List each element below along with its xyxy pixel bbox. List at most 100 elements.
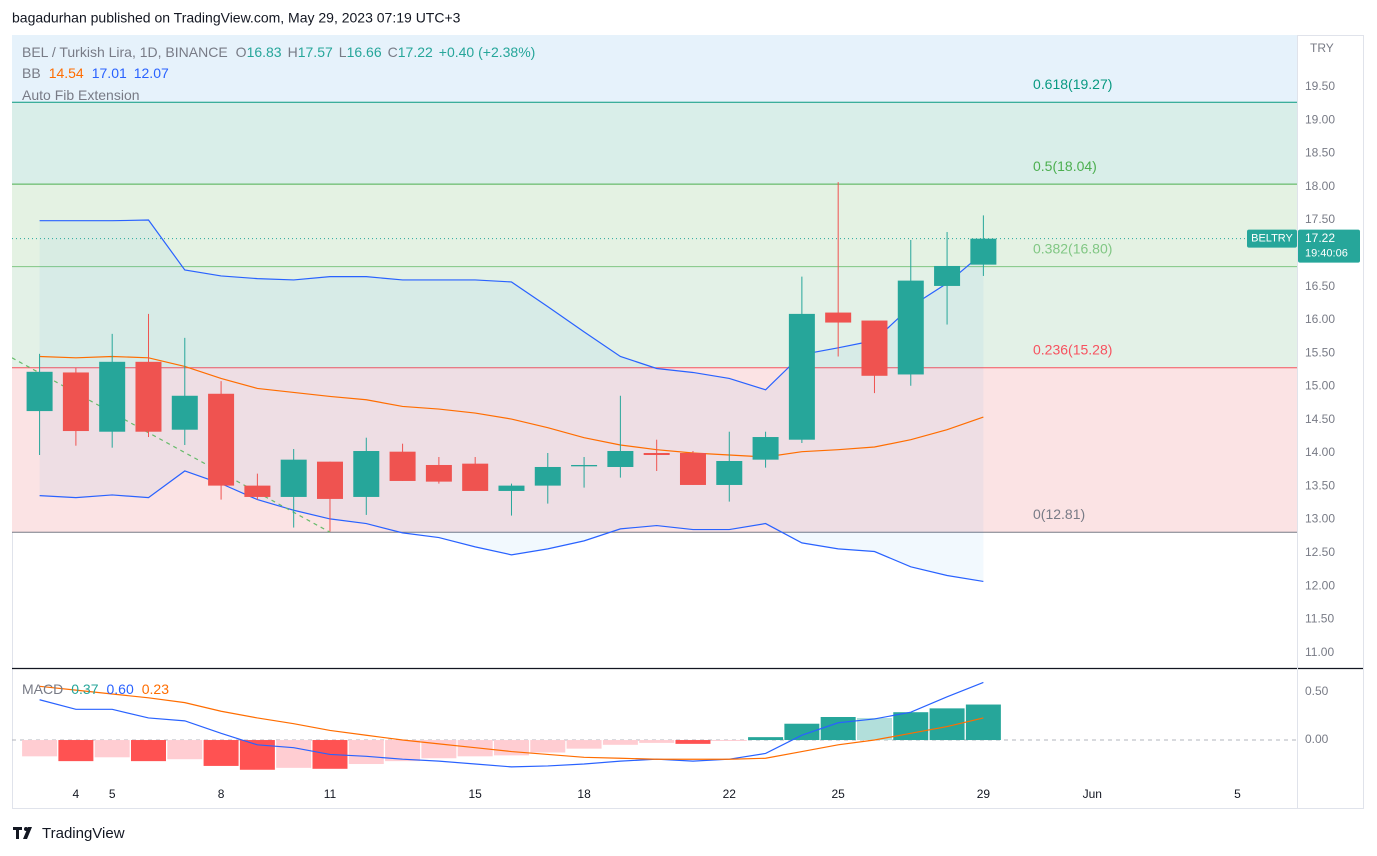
macd-histogram-bar <box>639 740 675 743</box>
y-tick-label: 19.50 <box>1305 79 1335 93</box>
candle-body <box>244 485 271 497</box>
signal-line <box>39 685 984 760</box>
legend-item: Auto Fib Extension <box>22 87 140 103</box>
y-tick-label: 17.50 <box>1305 212 1335 226</box>
macd-histogram-bar <box>167 740 203 760</box>
x-tick-label: 29 <box>977 787 991 801</box>
candle-body <box>534 466 561 486</box>
price-tag-countdown: 19:40:06 <box>1305 248 1348 260</box>
legend-item: 0.37 <box>71 681 98 697</box>
macd-histogram-bar <box>22 740 58 757</box>
macd-histogram-bar <box>748 737 784 741</box>
legend-item: 16.66 <box>347 44 382 60</box>
macd-histogram-bar <box>784 723 820 741</box>
y-tick-label: 14.50 <box>1305 412 1335 426</box>
candle-body <box>571 464 598 467</box>
y-tick-label: 11.50 <box>1305 612 1334 626</box>
legend: MACD 0.37 0.60 0.23 <box>22 681 169 697</box>
candle-body <box>208 393 235 486</box>
candle-body <box>934 265 961 286</box>
candle-body <box>825 312 852 323</box>
fib-label: 0.236(15.28) <box>1033 342 1112 358</box>
y-tick-label: 18.50 <box>1305 146 1335 160</box>
legend-item: L <box>339 44 347 60</box>
candle-body <box>425 464 452 482</box>
y-tick-label: 12.00 <box>1305 578 1335 592</box>
price-tag <box>1298 229 1360 263</box>
legend: BEL / Turkish Lira, 1D, BINANCE O16.83 H17… <box>22 44 535 60</box>
macd-histogram-bar <box>276 740 312 768</box>
y-tick-label: 13.50 <box>1305 478 1335 492</box>
candle-body <box>171 395 198 430</box>
legend-item: 16.83 <box>247 44 282 60</box>
candle-body <box>752 437 779 460</box>
candle-body <box>788 313 815 440</box>
macd-tick-label: 0.00 <box>1305 732 1329 746</box>
macd-histogram-bar <box>602 740 638 745</box>
currency-label: TRY <box>1310 41 1334 55</box>
x-tick-label: 5 <box>109 787 116 801</box>
legend-item: MACD <box>22 681 63 697</box>
symbol-tag-label: BELTRY <box>1251 233 1293 245</box>
logo-t <box>13 827 22 839</box>
candle-body <box>498 485 525 491</box>
chart: 0.618(19.27) 0.5(18.04) 0.382(16.80) 0.236(… <box>12 35 1363 808</box>
legend-item: BEL / Turkish Lira, 1D, BINANCE <box>22 44 228 60</box>
y-tick-label: 14.00 <box>1305 445 1335 459</box>
candle-body <box>643 453 670 456</box>
x-tick-label: 11 <box>324 787 337 801</box>
candle-body <box>135 361 162 432</box>
x-tick-label: 18 <box>577 787 591 801</box>
candle-body <box>353 451 380 497</box>
legend: Auto Fib Extension <box>22 87 140 103</box>
macd-histogram-bar <box>675 740 711 744</box>
fib-zone <box>12 184 1297 267</box>
macd-histogram-bar <box>348 740 384 765</box>
legend-item: 14.54 <box>49 65 84 81</box>
legend-item: +0.40 (+2.38%) <box>439 44 536 60</box>
logo-v <box>23 827 32 839</box>
fib-zone <box>12 266 1297 368</box>
x-tick-label: 8 <box>218 787 225 801</box>
fib-label: 0.618(19.27) <box>1033 76 1112 92</box>
macd-tick-label: 0.50 <box>1305 684 1329 698</box>
x-tick-label: 4 <box>73 787 80 801</box>
legend-item: 17.57 <box>298 44 333 60</box>
macd-histogram-bar <box>711 740 747 741</box>
x-tick-label: 5 <box>1234 787 1241 801</box>
price-pane: 0.618(19.27) 0.5(18.04) 0.382(16.80) 0.236(… <box>12 35 1297 583</box>
candle-body <box>99 361 126 432</box>
candle-body <box>861 320 888 376</box>
bb-lower <box>39 470 984 583</box>
logo-dot <box>24 827 28 831</box>
legend-item: 0.23 <box>142 681 169 697</box>
legend-item: 17.01 <box>92 65 127 81</box>
macd-histogram-bar <box>130 740 166 762</box>
fib-label: 0.382(16.80) <box>1033 240 1112 256</box>
candle-body <box>607 451 634 467</box>
candle-body <box>716 460 743 485</box>
y-tick-label: 19.00 <box>1305 112 1335 126</box>
x-tick-label: Jun <box>1083 787 1102 801</box>
legend-item: 12.07 <box>134 65 169 81</box>
macd-histogram-bar <box>94 740 130 758</box>
x-tick-label: 15 <box>469 787 483 801</box>
fib-zone <box>12 102 1297 185</box>
logo <box>13 827 32 839</box>
y-tick-label: 12.50 <box>1305 545 1335 559</box>
bb-basis <box>39 355 984 458</box>
macd-pane <box>12 681 1297 770</box>
candle-body <box>679 453 706 485</box>
bb-upper <box>39 219 984 391</box>
macd-histogram-bar <box>493 740 529 756</box>
price-tag-value: 17.22 <box>1305 231 1335 245</box>
y-tick-label: 11.00 <box>1305 645 1334 659</box>
x-tick-label: 25 <box>831 787 845 801</box>
macd-histogram-bar <box>965 704 1001 741</box>
fib-label: 0(12.81) <box>1033 506 1085 522</box>
symbol-tag <box>1247 229 1297 248</box>
legend: BB 14.54 17.01 12.07 <box>22 65 169 81</box>
macd-histogram-bar <box>566 740 602 749</box>
x-tick-label: 22 <box>723 787 737 801</box>
